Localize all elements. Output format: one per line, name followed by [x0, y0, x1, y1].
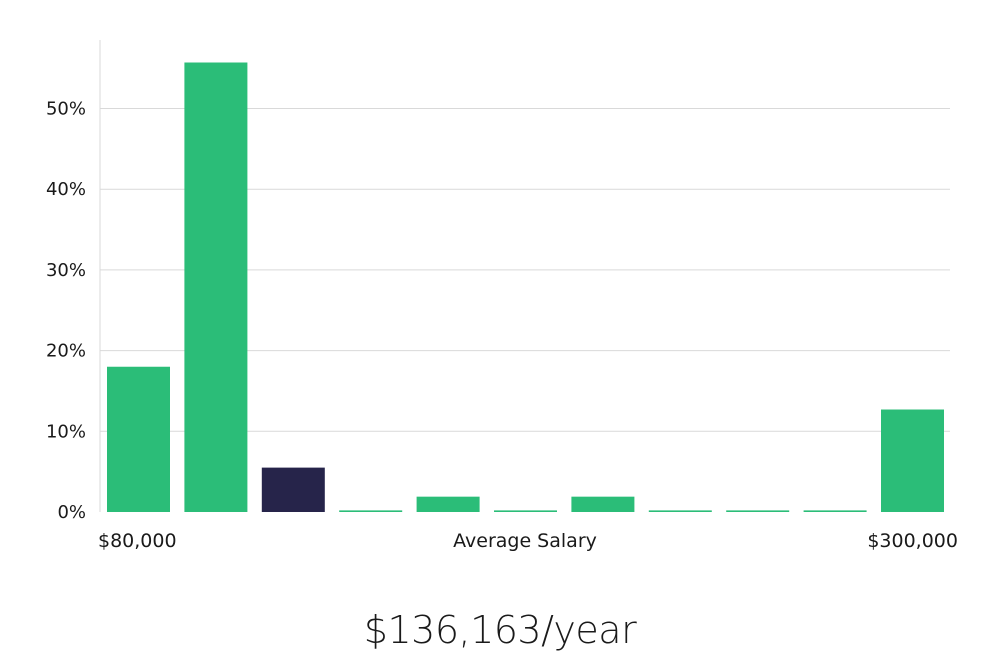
- bar: [494, 510, 557, 512]
- x-axis-title: Average Salary: [453, 530, 597, 552]
- bar: [339, 510, 403, 512]
- y-tick-label: 0%: [57, 502, 86, 523]
- y-tick-label: 20%: [46, 341, 86, 362]
- bar: [803, 510, 867, 512]
- bar: [648, 510, 712, 512]
- x-start-label: $80,000: [98, 530, 177, 552]
- average-salary-value: $136,163/year: [363, 608, 637, 652]
- bar: [881, 409, 944, 512]
- y-tick-label: 10%: [46, 421, 86, 442]
- y-tick-label: 50%: [46, 99, 86, 120]
- y-tick-labels: 0% 10% 20% 30% 40% 50%: [46, 99, 86, 524]
- y-tick-label: 30%: [46, 260, 86, 281]
- bar: [107, 366, 170, 512]
- bar: [726, 510, 790, 512]
- bar: [571, 496, 635, 512]
- x-end-label: $300,000: [867, 530, 958, 552]
- y-tick-label: 40%: [46, 179, 86, 200]
- bar: [416, 496, 480, 512]
- bar: [184, 62, 248, 512]
- salary-histogram: 0% 10% 20% 30% 40% 50% $80,000 Average Salary…: [46, 40, 958, 552]
- highlighted-bar: [261, 467, 325, 512]
- bars: [107, 62, 944, 512]
